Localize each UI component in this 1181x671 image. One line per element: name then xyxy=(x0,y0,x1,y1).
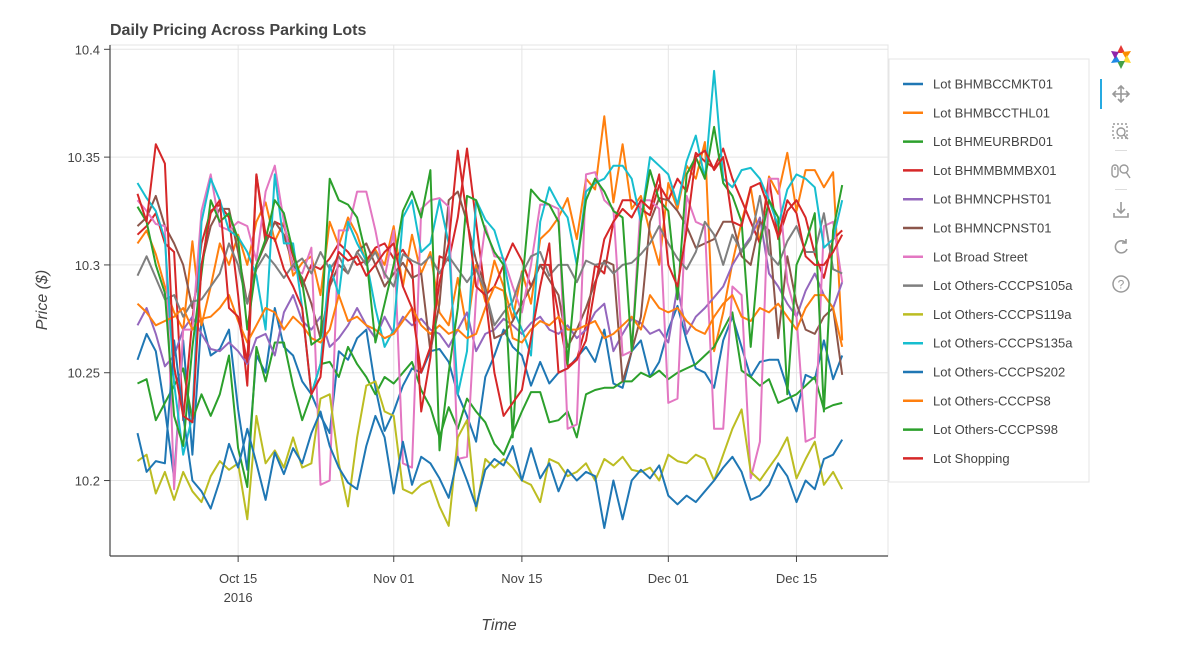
series-line[interactable] xyxy=(136,69,844,456)
series-line[interactable] xyxy=(136,285,844,348)
legend-item[interactable]: Lot Shopping xyxy=(903,451,1010,466)
axes: 10.2 10.25 10.3 10.35 10.4 Oct 15 2016 Nov 01 No… xyxy=(67,42,888,605)
x-axis-label: Time xyxy=(481,617,517,634)
wheel-zoom-tool-button[interactable] xyxy=(1103,157,1139,185)
legend-label: Lot BHMNCPNST01 xyxy=(933,221,1051,236)
series-line[interactable] xyxy=(136,380,844,527)
save-icon xyxy=(1113,202,1129,218)
series-line[interactable] xyxy=(137,311,843,488)
legend-label: Lot Others-CCCPS98 xyxy=(933,422,1058,437)
save-tool-button[interactable] xyxy=(1103,196,1139,224)
legend-item[interactable]: Lot Others-CCCPS119a xyxy=(903,307,1072,322)
y-tick-label: 10.25 xyxy=(67,366,100,381)
legend-item[interactable]: Lot Others-CCCPS135a xyxy=(903,336,1073,351)
legend-item[interactable]: Lot BHMEURBRD01 xyxy=(903,134,1053,149)
legend-item[interactable]: Lot Broad Street xyxy=(903,249,1028,264)
legend[interactable]: Lot BHMBCCMKT01 Lot BHMBCCTHL01 Lot BHMEUR… xyxy=(888,58,1090,483)
legend-item[interactable]: Lot BHMNCPNST01 xyxy=(903,221,1051,236)
bokeh-logo-icon xyxy=(1111,45,1131,69)
legend-item[interactable]: Lot Others-CCCPS8 xyxy=(903,393,1051,408)
chart-title: Daily Pricing Across Parking Lots xyxy=(110,22,366,39)
help-icon: ? xyxy=(1112,275,1130,293)
legend-label: Lot BHMNCPHST01 xyxy=(933,192,1051,207)
y-tick-label: 10.3 xyxy=(75,258,100,273)
legend-item[interactable]: Lot Others-CCCPS98 xyxy=(903,422,1058,437)
reset-tool-button[interactable] xyxy=(1103,233,1139,261)
legend-label: Lot BHMEURBRD01 xyxy=(933,134,1053,149)
series-line[interactable] xyxy=(136,339,844,529)
reset-icon xyxy=(1114,239,1128,254)
wheel-zoom-icon xyxy=(1111,164,1131,179)
legend-label: Lot BHMBCCTHL01 xyxy=(933,105,1050,120)
legend-item[interactable]: Lot Others-CCCPS202 xyxy=(903,365,1065,380)
legend-label: Lot Others-CCCPS105a xyxy=(933,278,1073,293)
x-tick-label: Nov 01 xyxy=(373,571,414,586)
legend-label: Lot Others-CCCPS135a xyxy=(933,336,1073,351)
legend-label: Lot Others-CCCPS119a xyxy=(933,307,1072,322)
legend-label: Lot BHMMBMMBX01 xyxy=(933,163,1057,178)
active-tool-indicator xyxy=(1100,79,1102,109)
y-axis-label: Price ($) xyxy=(34,270,51,330)
y-tick-label: 10.35 xyxy=(67,150,100,165)
toolbar-separator xyxy=(1115,150,1127,151)
legend-label: Lot Broad Street xyxy=(933,249,1028,264)
pan-icon xyxy=(1111,84,1131,104)
legend-box xyxy=(888,58,1090,483)
legend-label: Lot BHMBCCMKT01 xyxy=(933,77,1053,92)
svg-text:?: ? xyxy=(1118,278,1125,292)
pan-tool-button[interactable] xyxy=(1103,80,1139,108)
legend-label: Lot Others-CCCPS8 xyxy=(933,393,1051,408)
box-zoom-tool-button[interactable] xyxy=(1103,118,1139,146)
legend-label: Lot Others-CCCPS202 xyxy=(933,365,1065,380)
series-lines xyxy=(136,69,844,529)
legend-item[interactable]: Lot BHMBCCMKT01 xyxy=(903,77,1053,92)
box-zoom-icon xyxy=(1112,123,1129,140)
x-tick-label: Oct 15 xyxy=(219,571,257,586)
series-line[interactable] xyxy=(136,125,844,452)
series-line[interactable] xyxy=(136,143,844,424)
x-tick-sublabel: 2016 xyxy=(224,590,253,605)
x-tick-label: Nov 15 xyxy=(501,571,542,586)
x-tick-label: Dec 01 xyxy=(648,571,689,586)
bokeh-logo-button[interactable] xyxy=(1103,43,1139,71)
y-tick-label: 10.2 xyxy=(75,474,100,489)
legend-item[interactable]: Lot BHMMBMMBX01 xyxy=(903,163,1057,178)
legend-item[interactable]: Lot BHMBCCTHL01 xyxy=(903,105,1050,120)
legend-label: Lot Shopping xyxy=(933,451,1010,466)
x-tick-label: Dec 15 xyxy=(776,571,817,586)
legend-item[interactable]: Lot BHMNCPHST01 xyxy=(903,192,1051,207)
toolbar-separator xyxy=(1115,189,1127,190)
legend-item[interactable]: Lot Others-CCCPS105a xyxy=(903,278,1073,293)
help-tool-button[interactable]: ? xyxy=(1103,270,1139,298)
y-tick-label: 10.4 xyxy=(75,42,100,57)
